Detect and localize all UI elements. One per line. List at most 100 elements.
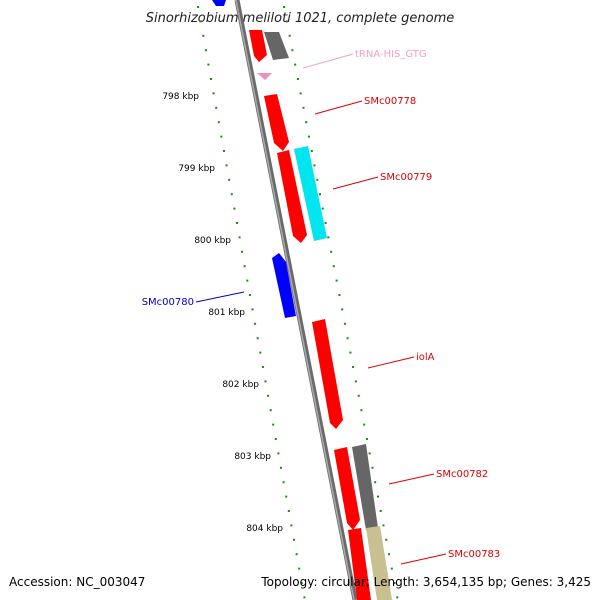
tick-label: 798 kbp	[162, 92, 199, 102]
minor-tick	[341, 308, 344, 311]
minor-tick	[390, 567, 393, 570]
minor-tick	[287, 510, 290, 512]
gene-label-iola[interactable]: iolA	[416, 352, 435, 363]
minor-tick	[338, 294, 341, 296]
minor-tick	[349, 351, 352, 354]
minor-tick	[204, 49, 207, 52]
minor-tick	[321, 207, 324, 210]
feature-red-top[interactable]	[249, 30, 267, 62]
feature-smc00783-red[interactable]	[348, 528, 371, 600]
feature-cyan[interactable]	[294, 146, 327, 241]
minor-tick	[228, 178, 231, 181]
map-title: Sinorhizobium meliloti 1021, complete ge…	[146, 11, 455, 26]
minor-tick	[280, 466, 282, 469]
minor-tick	[388, 553, 390, 556]
minor-tick	[285, 20, 288, 23]
minor-tick	[217, 121, 220, 124]
minor-tick	[330, 250, 333, 253]
minor-tick	[294, 63, 297, 66]
minor-tick	[302, 106, 305, 109]
feature-blue-top[interactable]	[212, 0, 226, 6]
gene-label-smc00783[interactable]: SMc00783	[448, 549, 500, 560]
feature-smc00782-red[interactable]	[334, 447, 360, 530]
minor-tick	[296, 78, 299, 80]
genome-summary-text: Topology: circular; Length: 3,654,135 bp…	[260, 575, 591, 589]
minor-tick	[396, 596, 399, 599]
minor-tick	[288, 34, 291, 37]
gene-label-smc00782[interactable]: SMc00782	[436, 469, 488, 480]
minor-tick	[305, 121, 308, 124]
minor-tick	[300, 582, 303, 584]
minor-tick	[354, 380, 357, 383]
minor-tick	[293, 538, 295, 541]
minor-tick	[308, 135, 310, 138]
tick-label: 802 kbp	[222, 380, 259, 390]
minor-tick	[236, 222, 238, 224]
minor-tick	[357, 394, 360, 397]
minor-tick	[393, 582, 396, 584]
minor-tick	[291, 49, 294, 52]
minor-tick	[199, 20, 202, 23]
gene-label-smc00779[interactable]: SMc00779	[380, 172, 432, 183]
minor-tick	[269, 409, 272, 412]
gene-label-smc00780[interactable]: SMc00780	[142, 297, 194, 308]
minor-tick	[264, 380, 267, 383]
minor-tick	[241, 250, 244, 253]
minor-tick	[210, 78, 212, 80]
inner-tick-ladder	[197, 6, 306, 599]
minor-tick	[335, 279, 338, 282]
minor-tick	[267, 394, 270, 397]
minor-tick	[230, 193, 233, 196]
minor-tick	[352, 366, 355, 368]
minor-tick	[246, 279, 249, 282]
minor-tick	[365, 438, 368, 440]
feature-tan[interactable]	[366, 526, 392, 600]
minor-tick	[238, 236, 241, 239]
minor-tick	[360, 409, 363, 412]
feature-iola[interactable]	[312, 319, 343, 429]
minor-tick	[377, 495, 379, 498]
gene-labels: tRNA-HIS_GTG SMc00778 SMc00779 SMc00780 …	[142, 49, 501, 560]
minor-tick	[248, 294, 251, 296]
minor-tick	[385, 538, 388, 541]
minor-tick	[324, 222, 327, 224]
minor-tick	[368, 452, 371, 455]
minor-tick	[272, 423, 275, 426]
genome-backbone	[234, 0, 358, 600]
minor-tick	[363, 423, 366, 426]
feature-smc00779-red[interactable]	[277, 150, 307, 243]
minor-tick	[379, 510, 382, 512]
minor-tick	[374, 481, 377, 484]
minor-tick	[254, 322, 257, 325]
outer-tick-ladder	[283, 6, 399, 599]
minor-tick	[382, 524, 385, 527]
feature-smc00778[interactable]	[264, 94, 289, 151]
minor-tick	[310, 150, 313, 152]
feature-smc00780[interactable]	[272, 253, 296, 318]
minor-tick	[207, 63, 210, 66]
minor-tick	[299, 92, 302, 95]
tick-label: 804 kbp	[246, 524, 283, 534]
tick-label: 803 kbp	[234, 452, 271, 462]
minor-tick	[313, 164, 316, 167]
gene-label-trna-his[interactable]: tRNA-HIS_GTG	[355, 49, 427, 60]
feature-trna-his[interactable]	[257, 73, 272, 80]
minor-tick	[290, 524, 293, 527]
tick-labels: 798 kbp 799 kbp 800 kbp 801 kbp 802 kbp …	[162, 92, 283, 534]
feature-gray-top[interactable]	[264, 32, 289, 60]
tick-label: 800 kbp	[194, 236, 231, 246]
minor-tick	[243, 265, 246, 268]
minor-tick	[343, 322, 346, 325]
feature-gray-lower[interactable]	[352, 444, 378, 530]
minor-tick	[256, 337, 259, 340]
gene-label-smc00778[interactable]: SMc00778	[364, 96, 416, 107]
minor-tick	[197, 6, 200, 8]
minor-tick	[332, 265, 335, 268]
minor-tick	[277, 452, 280, 455]
minor-tick	[225, 164, 228, 167]
minor-tick	[259, 351, 262, 354]
tick-label: 799 kbp	[178, 164, 215, 174]
minor-tick	[233, 207, 236, 210]
minor-tick	[251, 308, 254, 311]
minor-tick	[371, 466, 374, 469]
